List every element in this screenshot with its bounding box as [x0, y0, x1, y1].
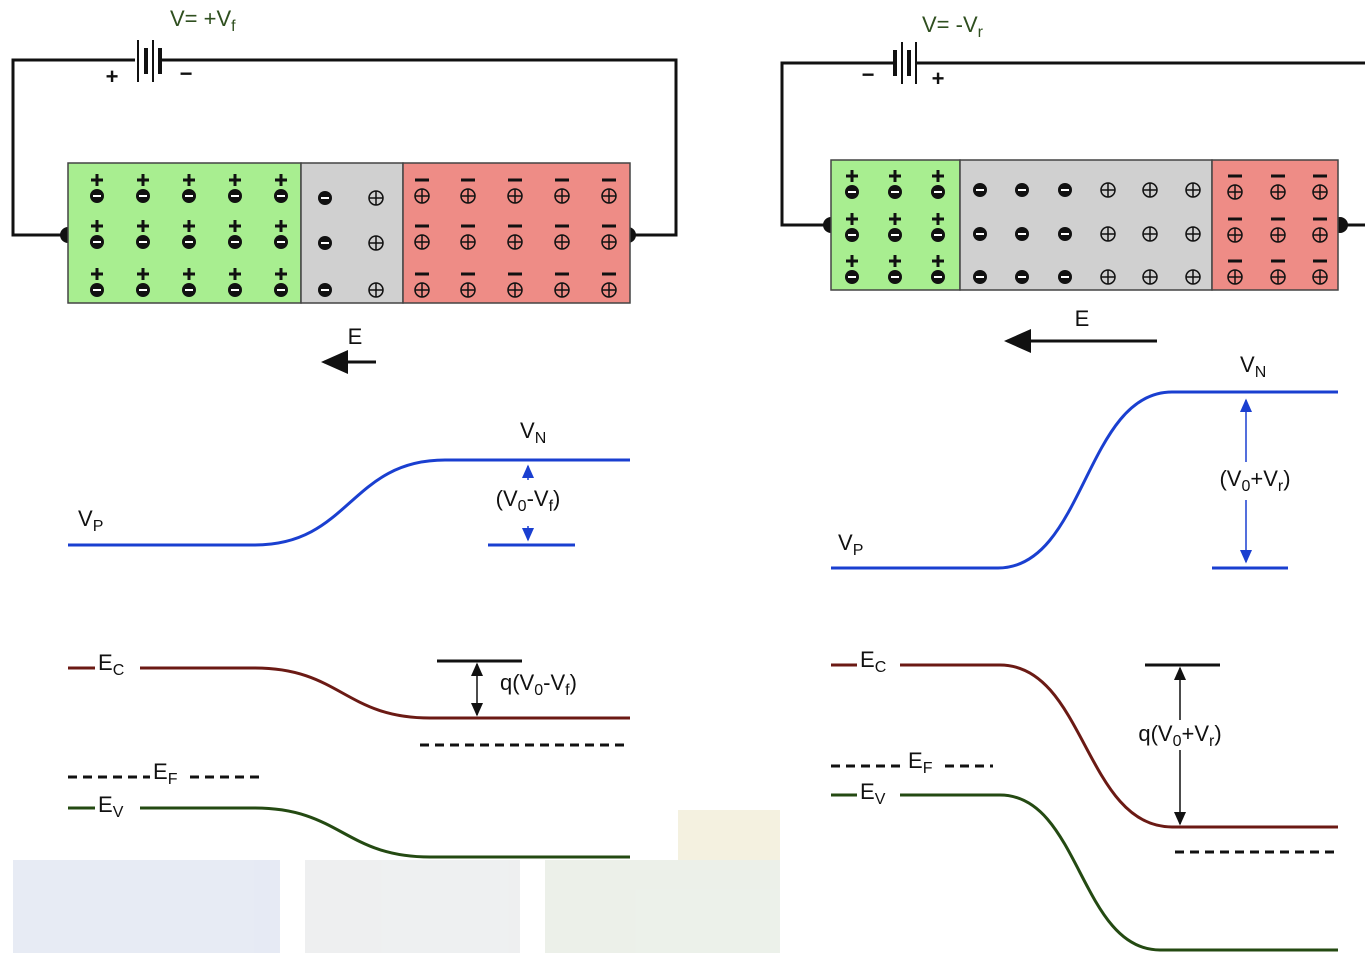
label-text: E	[153, 759, 168, 784]
label-text: (V	[1219, 466, 1241, 491]
label-text: V	[1240, 352, 1255, 377]
label-text: )	[553, 486, 560, 511]
vn-label: VN	[520, 418, 546, 447]
label-text: V= -V	[922, 12, 978, 37]
battery-label: V= -Vr	[922, 12, 984, 41]
label-text: )	[570, 670, 577, 695]
label-text: q(V	[500, 670, 535, 695]
p-region	[68, 163, 301, 303]
depletion-region	[301, 163, 403, 303]
subscript: V	[875, 791, 886, 808]
label-text: (V	[496, 486, 518, 511]
ec-label: EC	[98, 650, 124, 679]
subscript: 0	[534, 682, 543, 699]
label-text: E	[98, 650, 113, 675]
subscript: C	[113, 662, 125, 679]
vn-label: VN	[1240, 352, 1266, 381]
subscript: r	[978, 24, 984, 41]
battery-minus: −	[180, 61, 193, 86]
field-label: E	[1075, 306, 1090, 331]
ec-label: EC	[860, 647, 886, 676]
faded-image	[678, 810, 780, 860]
subscript: V	[113, 804, 124, 821]
label-text: )	[1214, 721, 1221, 746]
potential-step-label: (V0-Vf)	[496, 486, 561, 515]
label-text: +V	[1250, 466, 1278, 491]
label-text: V	[78, 506, 93, 531]
vp-label: VP	[78, 506, 103, 535]
ev-label: EV	[860, 779, 886, 808]
ef-label: EF	[908, 748, 933, 777]
ef-label: EF	[153, 759, 178, 788]
vp-label: VP	[838, 530, 863, 559]
battery-plus: +	[106, 64, 119, 89]
label-text: V= +V	[170, 6, 231, 31]
subscript: C	[875, 659, 887, 676]
subscript: F	[923, 760, 933, 777]
label-text: E	[98, 792, 113, 817]
label-text: E	[860, 647, 875, 672]
ev-curve	[900, 795, 1338, 950]
subscript: N	[1255, 364, 1267, 381]
subscript: F	[168, 771, 178, 788]
subscript: P	[853, 542, 864, 559]
label-text: V	[520, 418, 535, 443]
energy-step-label: q(V0-Vf)	[500, 670, 577, 699]
faded-image	[545, 860, 780, 953]
battery-label: V= +Vf	[170, 6, 236, 35]
subscript: P	[93, 518, 104, 535]
label-text: E	[908, 748, 923, 773]
label-text: E	[860, 779, 875, 804]
depletion-region	[960, 160, 1212, 290]
subscript: f	[231, 18, 236, 35]
field-label: E	[348, 324, 363, 349]
label-text: -V	[527, 486, 549, 511]
faded-image	[305, 860, 520, 953]
label-text: -V	[543, 670, 565, 695]
ec-curve	[900, 665, 1338, 827]
battery-minus: −	[862, 62, 875, 87]
subscript: 0	[1173, 733, 1182, 750]
subscript: N	[535, 430, 547, 447]
label-text: )	[1283, 466, 1290, 491]
battery-plus: +	[932, 66, 945, 91]
diagram: + − V= +Vf E VP VN (V0-Vf) EC q(V0-Vf) E…	[0, 0, 1365, 953]
n-region	[403, 163, 630, 303]
potential-step-label: (V0+Vr)	[1219, 466, 1290, 495]
label-text: V	[838, 530, 853, 555]
label-text: q(V	[1138, 721, 1173, 746]
label-text: +V	[1181, 721, 1209, 746]
faded-image	[13, 860, 280, 953]
subscript: 0	[1241, 478, 1250, 495]
subscript: 0	[518, 498, 527, 515]
